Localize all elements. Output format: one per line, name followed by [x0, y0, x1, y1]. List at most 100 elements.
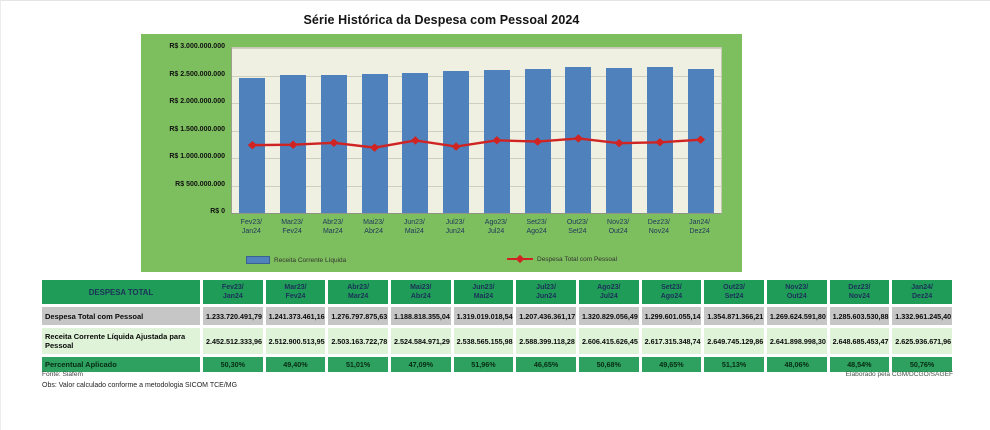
plot-area [231, 47, 722, 214]
chart-panel: R$ 3.000.000.000 R$ 2.500.000.000 R$ 2.000… [141, 34, 742, 272]
line-marker-diamond-icon [370, 143, 380, 152]
line-marker-diamond-icon [451, 142, 461, 151]
y-axis-tick-label: R$ 1.000.000.000 [169, 153, 225, 160]
x-axis-tick-label: Fev23/ Jan24 [240, 219, 263, 236]
row-value-cell: 1.269.624.591,80 [766, 307, 827, 325]
table-row: Despesa Total com Pessoal 1.233.720.491,7… [42, 307, 952, 325]
x-axis-tick-label: Jan24/ Dez24 [689, 219, 711, 236]
row-value-cell: 1.354.871.366,21 [704, 307, 764, 325]
bar-series-swatch-icon [246, 256, 270, 264]
line-marker-diamond-icon [533, 137, 543, 146]
row-value-cell: 46,65% [516, 357, 576, 372]
row-value-cell: 49,40% [265, 357, 326, 372]
row-value-cell: 1.332.961.245,40 [892, 307, 952, 325]
chart-title: Série Histórica da Despesa com Pessoal 2… [303, 13, 580, 27]
row-value-cell: 50,68% [578, 357, 639, 372]
row-value-cell: 2.524.584.971,29 [390, 328, 451, 354]
x-axis-tick-label: Dez23/ Nov24 [647, 219, 670, 236]
y-axis-tick-label: R$ 2.000.000.000 [169, 98, 225, 105]
table-period-header: Set23/ Ago24 [641, 280, 702, 304]
row-value-cell: 1.320.829.056,49 [578, 307, 639, 325]
row-value-cell: 1.299.601.055,14 [641, 307, 702, 325]
x-axis-tick-label: Mar23/ Fev24 [281, 219, 304, 236]
line-marker-diamond-icon [492, 136, 502, 145]
line-marker-diamond-icon [614, 138, 624, 148]
y-axis-tick-label: R$ 2.500.000.000 [169, 70, 225, 78]
row-value-cell: 2.452.512.333,96 [203, 328, 263, 354]
table-corner-header: DESPESA TOTAL [42, 280, 200, 304]
row-value-cell: 2.617.315.348,74 [641, 328, 702, 354]
row-value-cell: 1.319.019.018,54 [453, 307, 514, 325]
elaborado-note: Elaborado pela CGM/DCGO/SAGEF [845, 371, 953, 378]
table-period-header: Ago23/ Jul24 [578, 280, 639, 304]
row-value-cell: 2.648.685.453,47 [829, 328, 890, 354]
row-label: Despesa Total com Pessoal [42, 307, 200, 325]
row-value-cell: 2.588.399.118,28 [516, 328, 576, 354]
row-value-cell: 50,76% [892, 357, 952, 372]
table-period-header: Dez23/ Nov24 [829, 280, 890, 304]
row-value-cell: 1.241.373.461,16 [265, 307, 326, 325]
x-axis-tick-label: Jun23/ Mai24 [403, 219, 425, 236]
row-value-cell: 1.188.818.355,04 [390, 307, 451, 325]
row-value-cell: 51,96% [453, 357, 514, 372]
table-header-row: DESPESA TOTAL Fev23/ Jan24 Mar23/ Fev24 Abr… [42, 280, 952, 304]
fonte-note: Fonte: Siafem [42, 371, 84, 378]
row-value-cell: 2.625.936.671,96 [892, 328, 952, 354]
table-period-header: Mai23/ Abr24 [390, 280, 451, 304]
row-value-cell: 50,30% [203, 357, 263, 372]
line-marker-diamond-icon [288, 140, 298, 149]
table-row: Percentual Aplicado 50,30% 49,40% 51,01% 47,… [42, 357, 952, 372]
legend-label-despesa: Despesa Total com Pessoal [537, 255, 618, 263]
table-period-header: Nov23/ Out24 [766, 280, 827, 304]
x-axis-tick-label: Abr23/ Mar24 [322, 219, 344, 236]
line-marker-diamond-icon [696, 135, 706, 144]
row-value-cell: 51,13% [704, 357, 764, 372]
gridline [232, 75, 721, 77]
y-axis-tick-label: R$ 3.000.000.000 [169, 43, 225, 50]
table-period-header: Mar23/ Fev24 [265, 280, 326, 304]
table-period-header: Out23/ Set24 [704, 280, 764, 304]
x-axis-tick-label: Ago23/ Jul24 [484, 219, 507, 236]
bar-receita [443, 70, 470, 213]
row-value-cell: 1.233.720.491,79 [203, 307, 263, 325]
line-marker-diamond-icon [329, 138, 339, 147]
table-period-header: Jan24/ Dez24 [892, 280, 952, 304]
y-axis-tick-label: R$ 0 [210, 208, 225, 215]
line-marker-diamond-icon [573, 134, 583, 143]
line-despesa [247, 134, 706, 152]
row-value-cell: 2.649.745.129,86 [704, 328, 764, 354]
y-axis-tick-label: R$ 1.500.000.000 [169, 125, 225, 133]
row-value-cell: 1.285.603.530,88 [829, 307, 890, 325]
x-axis-tick-label: Out23/ Set24 [566, 219, 588, 236]
x-axis-tick-label: Set23/ Ago24 [526, 219, 547, 236]
row-value-cell: 2.606.415.626,45 [578, 328, 639, 354]
despesa-table: DESPESA TOTAL Fev23/ Jan24 Mar23/ Fev24 Abr… [39, 277, 955, 375]
row-value-cell: 2.641.898.998,30 [766, 328, 827, 354]
obs-note: Obs: Valor calculado conforme a metodolo… [42, 382, 238, 389]
line-marker-diamond-icon [655, 138, 665, 147]
x-axis-tick-label: Nov23/ Out24 [607, 219, 630, 236]
table-period-header: Fev23/ Jan24 [203, 280, 263, 304]
table-period-header: Jun23/ Mai24 [453, 280, 514, 304]
gridline [232, 103, 721, 104]
table-period-header: Abr23/ Mar24 [328, 280, 388, 304]
legend-entry-bars: Receita Corrente Líquida [246, 256, 346, 264]
row-value-cell: 51,01% [328, 357, 388, 372]
gridline [232, 158, 721, 159]
line-series-swatch-icon [507, 254, 533, 264]
gridline [232, 185, 721, 187]
legend-entry-line: Despesa Total com Pessoal [507, 254, 618, 264]
row-value-cell: 1.276.797.875,63 [328, 307, 388, 325]
gridline [232, 130, 721, 132]
despesa-table-wrap: DESPESA TOTAL Fev23/ Jan24 Mar23/ Fev24 Abr… [39, 277, 955, 375]
row-value-cell: 2.512.900.513,95 [265, 328, 326, 354]
row-value-cell: 2.538.565.155,98 [453, 328, 514, 354]
row-label: Percentual Aplicado [42, 357, 200, 372]
line-marker-diamond-icon [247, 140, 257, 150]
legend-label-receita: Receita Corrente Líquida [274, 256, 347, 264]
table-row: Receita Corrente Líquida Ajustada para P… [42, 328, 952, 354]
row-value-cell: 48,06% [766, 357, 827, 372]
x-axis-tick-label: Jul23/ Jun24 [445, 219, 465, 236]
row-label: Receita Corrente Líquida Ajustada para P… [42, 328, 200, 354]
